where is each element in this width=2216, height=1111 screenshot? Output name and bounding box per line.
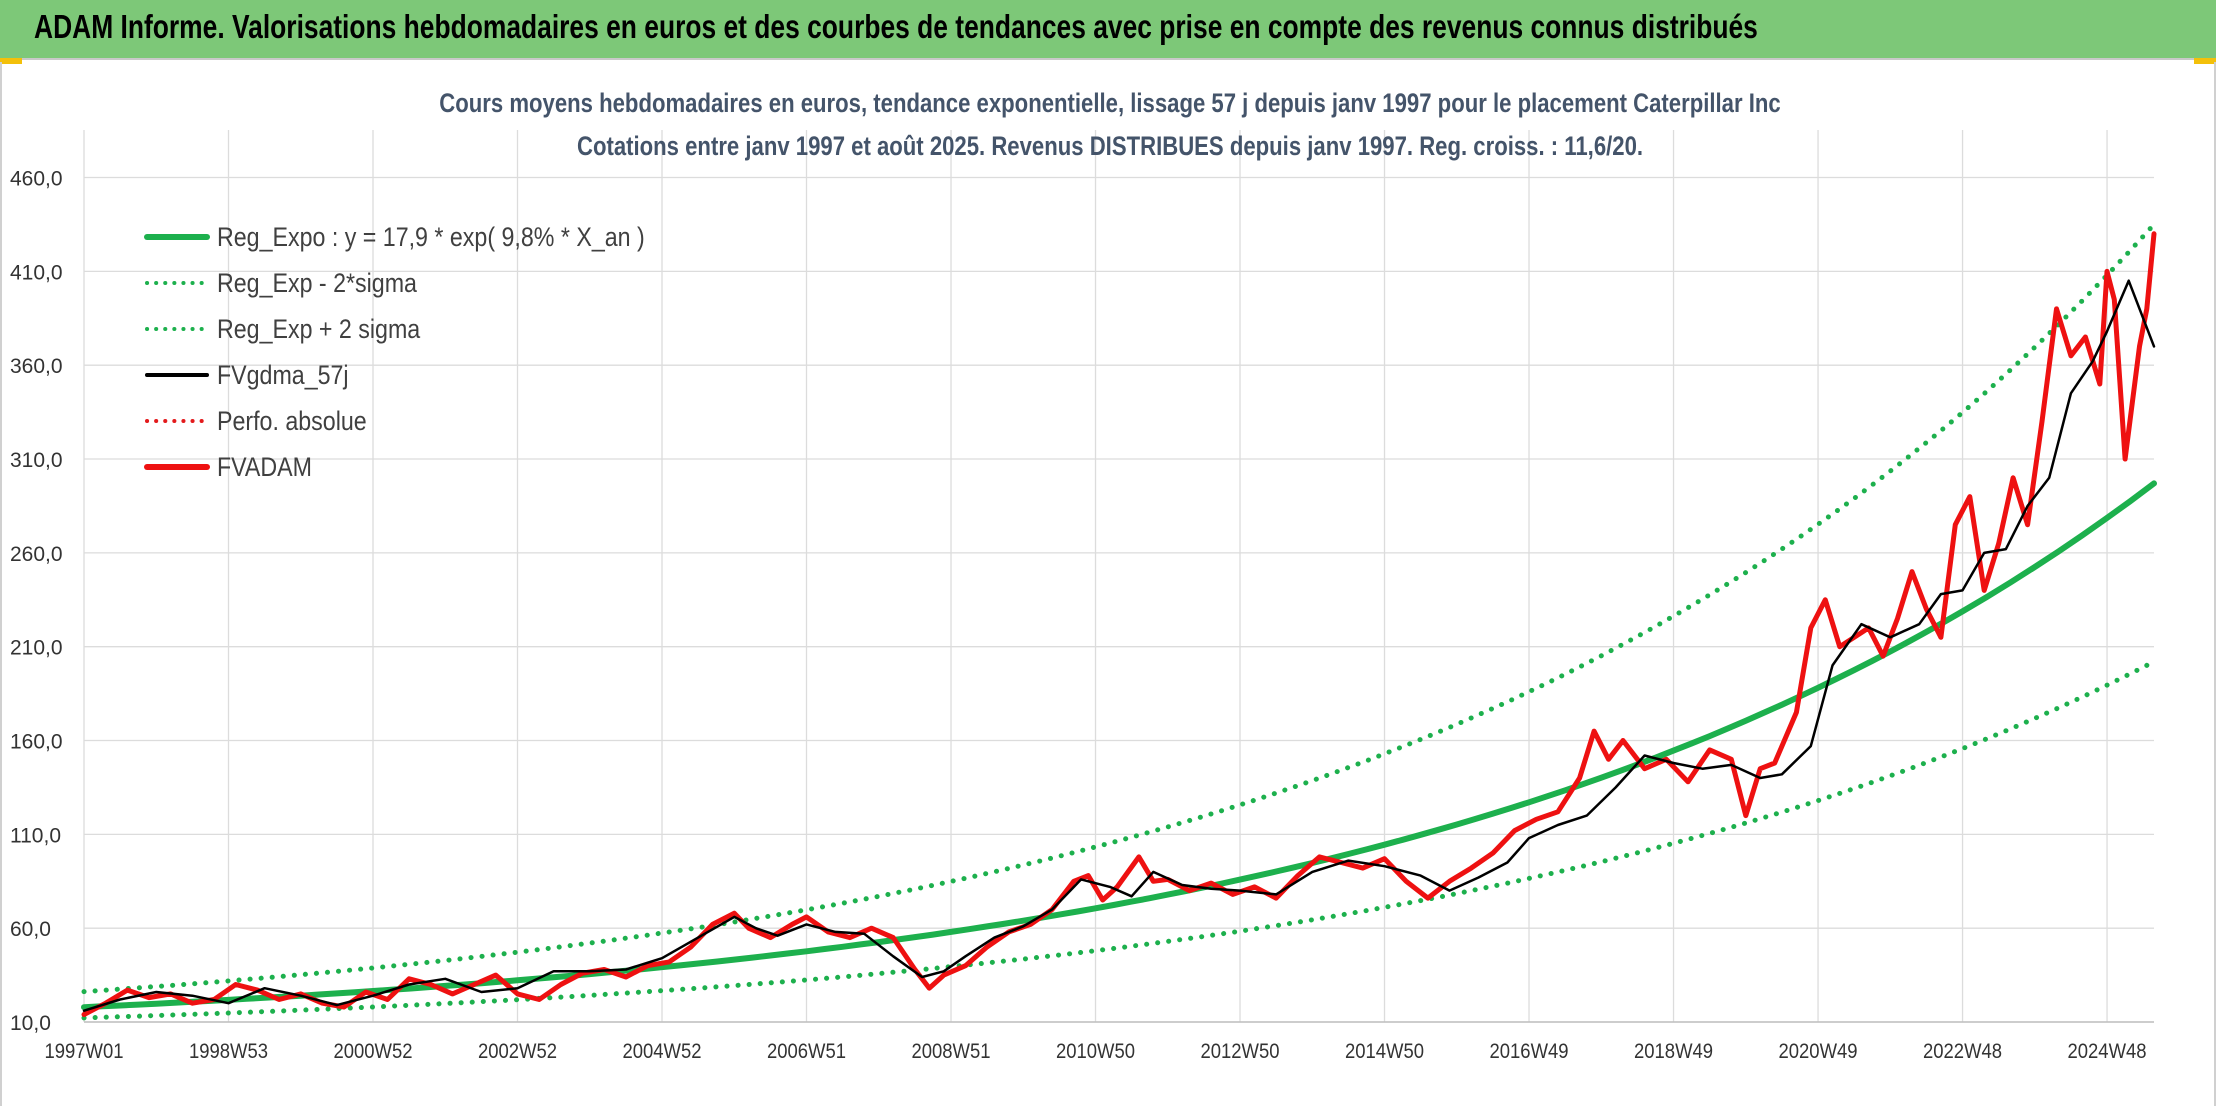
chart-grid xyxy=(83,130,2154,1023)
y-tick-label: 10,0 xyxy=(10,1012,51,1035)
chart-title: Cours moyens hebdomadaires en euros, ten… xyxy=(439,89,1780,119)
left-corner-accent xyxy=(0,58,22,64)
y-tick-label: 210,0 xyxy=(10,637,63,660)
x-tick-label: 2010W50 xyxy=(1056,1040,1135,1063)
series-line-fvadam xyxy=(81,231,2157,1017)
y-tick-label: 110,0 xyxy=(10,824,61,847)
x-tick-label: 2016W49 xyxy=(1489,1040,1568,1063)
y-tick-label: 410,0 xyxy=(10,261,63,284)
chart-svg: 10,0 60,0 110,0 160,0 210,0 260,0 310,0 360,0 41… xyxy=(10,89,2157,1063)
x-tick-label: 2014W50 xyxy=(1345,1040,1424,1063)
x-tick-label: 2006W51 xyxy=(767,1040,846,1063)
legend-label: Reg_Exp - 2*sigma xyxy=(217,268,417,298)
x-tick-label: 2024W48 xyxy=(2068,1040,2147,1063)
x-tick-label: 2012W50 xyxy=(1200,1040,1279,1063)
y-tick-label: 160,0 xyxy=(10,731,63,754)
report-banner: ADAM Informe. Valorisations hebdomadaire… xyxy=(0,0,2216,60)
right-corner-accent xyxy=(2194,58,2216,64)
y-tick-label: 360,0 xyxy=(10,355,63,378)
series-line-reg-exp-plus-2sigma xyxy=(81,221,2157,995)
series-line-fvgdma-57j xyxy=(82,279,2156,1012)
y-axis: 10,0 60,0 110,0 160,0 210,0 260,0 310,0 360,0 41… xyxy=(10,168,63,1035)
y-tick-label: 460,0 xyxy=(10,168,63,191)
series-layer xyxy=(81,221,2157,1021)
x-tick-label: 1998W53 xyxy=(189,1040,268,1063)
legend-label: Perfo. absolue xyxy=(217,406,367,436)
legend-label: Reg_Exp + 2 sigma xyxy=(217,314,420,344)
x-tick-label: 2002W52 xyxy=(478,1040,557,1063)
y-tick-label: 60,0 xyxy=(10,918,51,941)
y-tick-label: 260,0 xyxy=(10,543,63,566)
x-axis: 1997W01 1998W53 2000W52 2002W52 2004W52 2006W… xyxy=(44,1040,2146,1063)
x-tick-label: 2018W49 xyxy=(1634,1040,1713,1063)
chart-legend: Reg_Expo : y = 17,9 * exp( 9,8% * X_an )… xyxy=(144,222,645,482)
y-tick-label: 310,0 xyxy=(10,449,63,472)
x-tick-label: 2008W51 xyxy=(911,1040,990,1063)
x-tick-label: 2000W52 xyxy=(333,1040,412,1063)
chart-subtitle: Cotations entre janv 1997 et août 2025. … xyxy=(577,132,1643,162)
legend-label: Reg_Expo : y = 17,9 * exp( 9,8% * X_an ) xyxy=(217,222,645,252)
legend-label: FVgdma_57j xyxy=(217,360,349,390)
x-tick-label: 2020W49 xyxy=(1779,1040,1858,1063)
x-tick-label: 2022W48 xyxy=(1923,1040,2002,1063)
x-tick-label: 2004W52 xyxy=(622,1040,701,1063)
legend-label: FVADAM xyxy=(217,452,312,482)
chart-frame: 10,0 60,0 110,0 160,0 210,0 260,0 310,0 360,0 41… xyxy=(0,62,2216,1106)
report-title: ADAM Informe. Valorisations hebdomadaire… xyxy=(34,8,1758,45)
series-line-reg-expo xyxy=(81,480,2157,1011)
x-tick-label: 1997W01 xyxy=(44,1040,123,1063)
